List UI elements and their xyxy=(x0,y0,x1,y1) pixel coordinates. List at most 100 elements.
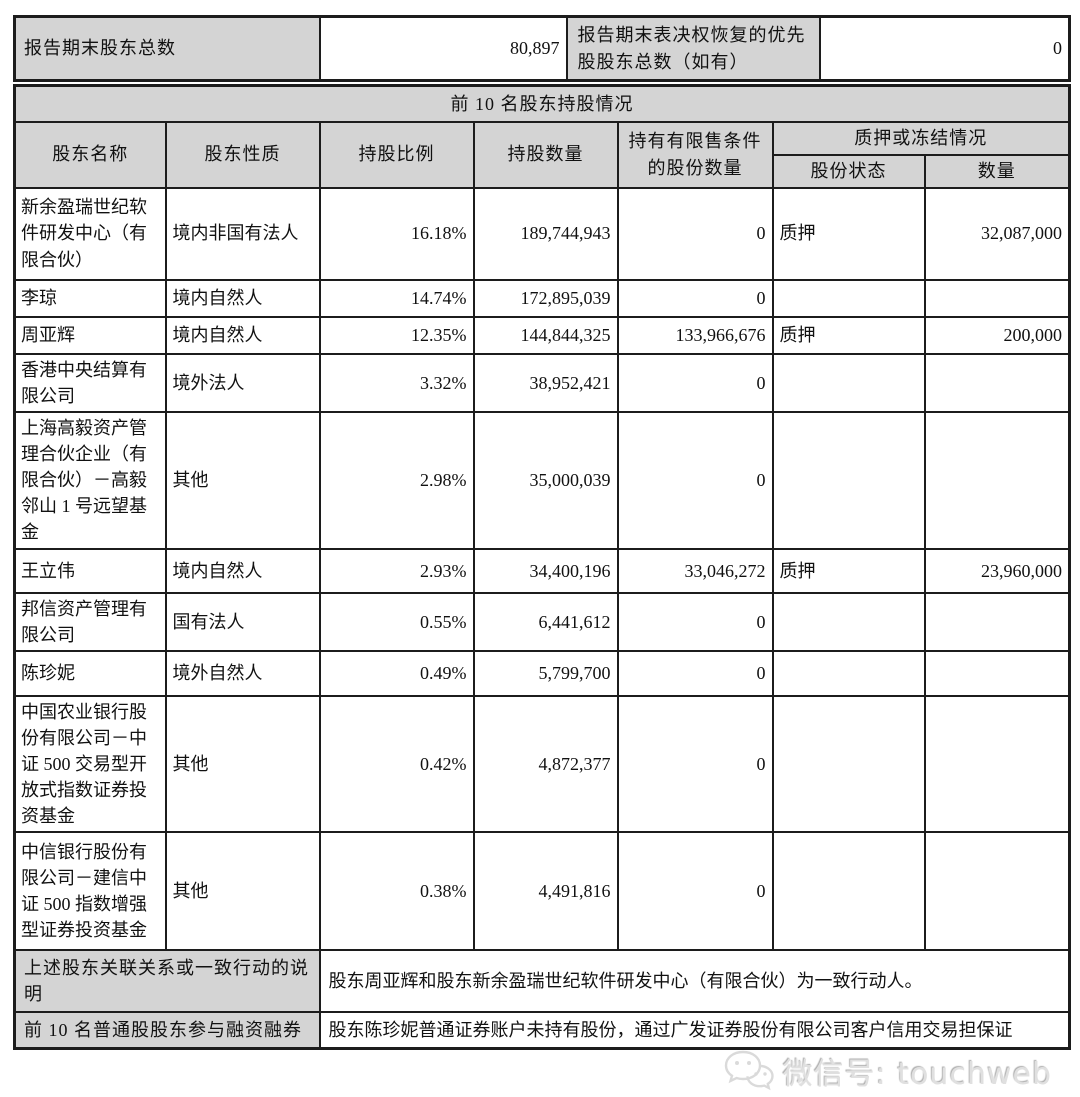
pledge-status: 质押 xyxy=(771,186,926,281)
col-header-ratio: 持股比例 xyxy=(318,120,475,189)
col-header-shares: 持股数量 xyxy=(472,120,619,189)
table-row: 邦信资产管理有限公司 国有法人 0.55% 6,441,612 0 xyxy=(13,591,1071,652)
pledge-status: 质押 xyxy=(771,315,926,355)
preferred-holders-label: 报告期末表决权恢复的优先股股东总数（如有） xyxy=(565,15,821,82)
shareholder-name: 邦信资产管理有限公司 xyxy=(13,591,167,652)
restricted-shares: 0 xyxy=(616,591,774,652)
table-banner-row: 前 10 名股东持股情况 xyxy=(13,84,1071,123)
shareholder-name: 中信银行股份有限公司－建信中证 500 指数增强型证券投资基金 xyxy=(13,831,167,952)
pledge-status xyxy=(771,831,926,952)
holding-shares: 5,799,700 xyxy=(472,649,619,697)
note-row-related-parties: 上述股东关联关系或一致行动的说明 股东周亚辉和股东新余盈瑞世纪软件研发中心（有限… xyxy=(13,949,1071,1014)
holding-shares: 172,895,039 xyxy=(472,278,619,318)
holding-shares: 38,952,421 xyxy=(472,352,619,413)
pledge-amount xyxy=(923,591,1071,652)
total-holders-label: 报告期末股东总数 xyxy=(13,15,321,82)
restricted-shares: 0 xyxy=(616,186,774,281)
holding-ratio: 2.93% xyxy=(318,547,475,594)
shareholder-name: 周亚辉 xyxy=(13,315,167,355)
shareholder-name: 中国农业银行股份有限公司－中证 500 交易型开放式指数证券投资基金 xyxy=(13,694,167,834)
holding-ratio: 0.38% xyxy=(318,831,475,952)
restricted-shares: 0 xyxy=(616,352,774,413)
table-row: 香港中央结算有限公司 境外法人 3.32% 38,952,421 0 xyxy=(13,352,1071,413)
header-row-2: 股份状态 数量 xyxy=(15,153,1071,189)
pledge-amount xyxy=(923,278,1071,318)
col-header-name: 股东名称 xyxy=(13,120,167,189)
note-content: 股东周亚辉和股东新余盈瑞世纪软件研发中心（有限合伙）为一致行动人。 xyxy=(318,949,1071,1014)
restricted-shares: 0 xyxy=(616,410,774,550)
col-header-pledge-status: 股份状态 xyxy=(771,153,926,189)
holding-shares: 4,491,816 xyxy=(472,831,619,952)
holding-shares: 6,441,612 xyxy=(472,591,619,652)
restricted-shares: 0 xyxy=(616,278,774,318)
restricted-shares: 33,046,272 xyxy=(616,547,774,594)
shareholder-nature: 境内非国有法人 xyxy=(164,186,321,281)
shareholder-name: 上海高毅资产管理合伙企业（有限合伙）－高毅邻山 1 号远望基金 xyxy=(13,410,167,550)
pledge-status: 质押 xyxy=(771,547,926,594)
holding-shares: 189,744,943 xyxy=(472,186,619,281)
top10-shareholders-table: 前 10 名股东持股情况 股东名称 股东性质 持股比例 持股数量 持有有限售条件… xyxy=(13,84,1071,1050)
pledge-status xyxy=(771,591,926,652)
pledge-amount xyxy=(923,352,1071,413)
pledge-amount xyxy=(923,831,1071,952)
shareholder-nature: 国有法人 xyxy=(164,591,321,652)
restricted-shares: 0 xyxy=(616,831,774,952)
restricted-shares: 0 xyxy=(616,694,774,834)
shareholder-nature: 其他 xyxy=(164,694,321,834)
col-header-pledge-amount: 数量 xyxy=(923,153,1071,189)
shareholder-summary-table: 报告期末股东总数 80,897 报告期末表决权恢复的优先股股东总数（如有） 0 xyxy=(13,15,1071,82)
shareholder-nature: 境外自然人 xyxy=(164,649,321,697)
pledge-status xyxy=(771,278,926,318)
note-row-margin-trading: 前 10 名普通股股东参与融资融券 股东陈珍妮普通证券账户未持有股份，通过广发证… xyxy=(13,1011,1071,1050)
table-row: 王立伟 境内自然人 2.93% 34,400,196 33,046,272 质押… xyxy=(13,547,1071,594)
table-row: 中信银行股份有限公司－建信中证 500 指数增强型证券投资基金 其他 0.38%… xyxy=(13,831,1071,952)
preferred-holders-value: 0 xyxy=(818,15,1071,82)
holding-shares: 34,400,196 xyxy=(472,547,619,594)
holding-ratio: 0.49% xyxy=(318,649,475,697)
col-header-restricted: 持有有限售条件的股份数量 xyxy=(616,120,774,189)
shareholder-name: 陈珍妮 xyxy=(13,649,167,697)
pledge-amount xyxy=(923,694,1071,834)
pledge-status xyxy=(771,410,926,550)
pledge-amount xyxy=(923,649,1071,697)
table-row: 李琼 境内自然人 14.74% 172,895,039 0 xyxy=(13,278,1071,318)
pledge-status xyxy=(771,694,926,834)
shareholder-nature: 其他 xyxy=(164,410,321,550)
wechat-icon xyxy=(724,1050,774,1091)
header-row-1: 股东名称 股东性质 持股比例 持股数量 持有有限售条件的股份数量 质押或冻结情况 xyxy=(13,120,1071,189)
shareholder-name: 王立伟 xyxy=(13,547,167,594)
wechat-watermark: 微信号: touchweb xyxy=(723,1049,1052,1093)
table-row: 上海高毅资产管理合伙企业（有限合伙）－高毅邻山 1 号远望基金 其他 2.98%… xyxy=(13,410,1071,550)
holding-ratio: 0.55% xyxy=(318,591,475,652)
pledge-amount xyxy=(923,410,1071,550)
pledge-amount: 32,087,000 xyxy=(923,186,1071,281)
holding-ratio: 0.42% xyxy=(318,694,475,834)
note-label: 前 10 名普通股股东参与融资融券 xyxy=(13,1011,321,1050)
shareholder-nature: 其他 xyxy=(164,831,321,952)
restricted-shares: 0 xyxy=(616,649,774,697)
table-banner: 前 10 名股东持股情况 xyxy=(13,84,1071,123)
holding-ratio: 3.32% xyxy=(318,352,475,413)
shareholder-name: 李琼 xyxy=(13,278,167,318)
pledge-amount: 23,960,000 xyxy=(923,547,1071,594)
holding-ratio: 12.35% xyxy=(318,315,475,355)
table-row: 陈珍妮 境外自然人 0.49% 5,799,700 0 xyxy=(13,649,1071,697)
pledge-status xyxy=(771,352,926,413)
col-header-nature: 股东性质 xyxy=(164,120,321,189)
shareholder-nature: 境外法人 xyxy=(164,352,321,413)
shareholder-name: 香港中央结算有限公司 xyxy=(13,352,167,413)
table-row: 新余盈瑞世纪软件研发中心（有限合伙） 境内非国有法人 16.18% 189,74… xyxy=(13,186,1071,281)
holding-shares: 4,872,377 xyxy=(472,694,619,834)
holding-shares: 144,844,325 xyxy=(472,315,619,355)
holding-ratio: 2.98% xyxy=(318,410,475,550)
shareholder-nature: 境内自然人 xyxy=(164,547,321,594)
note-label: 上述股东关联关系或一致行动的说明 xyxy=(13,949,321,1014)
shareholder-nature: 境内自然人 xyxy=(164,315,321,355)
table-row: 中国农业银行股份有限公司－中证 500 交易型开放式指数证券投资基金 其他 0.… xyxy=(13,694,1071,834)
watermark-text: 微信号: touchweb xyxy=(782,1057,1052,1092)
table-row: 周亚辉 境内自然人 12.35% 144,844,325 133,966,676… xyxy=(13,315,1071,355)
col-header-pledge-group: 质押或冻结情况 xyxy=(771,120,1071,156)
holding-shares: 35,000,039 xyxy=(472,410,619,550)
shareholder-nature: 境内自然人 xyxy=(164,278,321,318)
restricted-shares: 133,966,676 xyxy=(616,315,774,355)
